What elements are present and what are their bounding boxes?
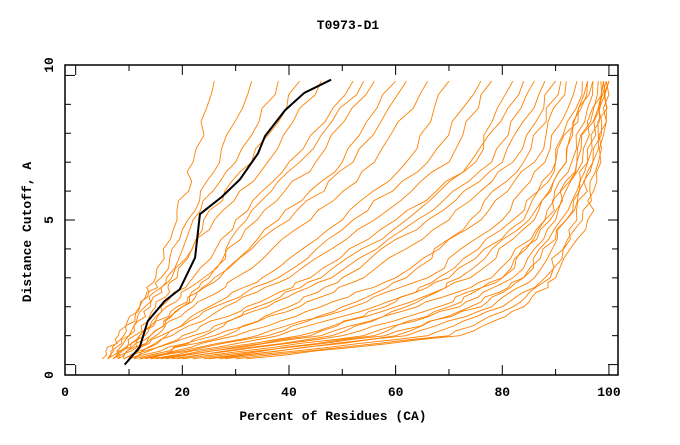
highlighted-model-curve bbox=[123, 78, 332, 366]
model-curve-16 bbox=[139, 81, 578, 360]
x-tick-label: 60 bbox=[388, 385, 404, 400]
model-curve-24 bbox=[224, 81, 607, 360]
model-curve-28 bbox=[144, 81, 562, 360]
x-tick-label: 80 bbox=[494, 385, 510, 400]
series-layer bbox=[101, 78, 610, 366]
model-curve-13 bbox=[123, 80, 535, 360]
y-tick-label: 10 bbox=[42, 57, 57, 73]
x-tick-label: 0 bbox=[61, 385, 69, 400]
model-curve-31 bbox=[203, 81, 605, 360]
model-curve-27 bbox=[134, 81, 546, 360]
model-curve-26 bbox=[246, 81, 610, 360]
x-tick-label: 20 bbox=[175, 385, 191, 400]
model-curve-15 bbox=[139, 81, 567, 360]
model-curve-36 bbox=[150, 81, 525, 360]
model-curve-8 bbox=[128, 80, 396, 359]
model-curve-23 bbox=[208, 81, 605, 360]
x-tick-label: 40 bbox=[281, 385, 297, 400]
x-tick-label: 100 bbox=[597, 385, 621, 400]
model-curve-19 bbox=[160, 81, 594, 360]
model-curve-12 bbox=[134, 80, 514, 360]
y-tick-label: 5 bbox=[42, 216, 57, 224]
model-curve-3 bbox=[112, 81, 279, 360]
model-curve-21 bbox=[182, 81, 603, 360]
model-curve-25 bbox=[235, 81, 610, 360]
model-curve-34 bbox=[107, 80, 407, 360]
y-tick-label: 0 bbox=[42, 371, 57, 379]
model-curve-22 bbox=[192, 81, 606, 360]
y-axis-label: Distance Cutoff, A bbox=[20, 162, 35, 303]
model-curve-29 bbox=[166, 81, 594, 360]
model-curve-5 bbox=[107, 81, 322, 360]
chart-title: T0973-D1 bbox=[317, 18, 380, 33]
model-curve-6 bbox=[123, 80, 354, 359]
ticks-layer: 0 20 40 60 80 100 0 5 10 bbox=[42, 57, 621, 400]
model-curve-10 bbox=[123, 80, 450, 360]
x-axis-label: Percent of Residues (CA) bbox=[239, 409, 426, 424]
model-curve-2 bbox=[101, 81, 253, 360]
model-curve-9 bbox=[117, 80, 428, 360]
model-curve-33 bbox=[118, 80, 365, 360]
model-curve-32 bbox=[219, 81, 610, 360]
model-curve-1 bbox=[107, 81, 215, 360]
model-curve-11 bbox=[128, 80, 492, 360]
model-curve-14 bbox=[128, 80, 556, 360]
model-curve-30 bbox=[176, 81, 589, 360]
model-curve-35 bbox=[128, 80, 482, 360]
